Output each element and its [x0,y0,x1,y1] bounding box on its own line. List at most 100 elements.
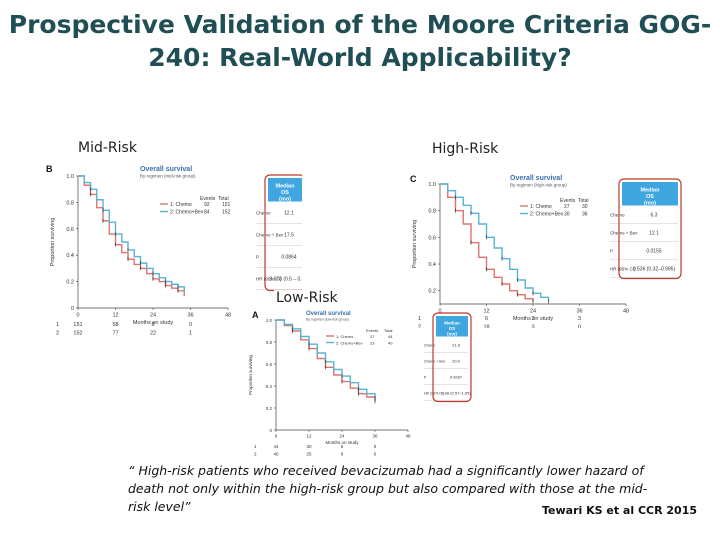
stats-row-label: P [610,249,613,254]
stats-header-text: (mo) [279,197,291,203]
y-tick-label: 0 [269,428,272,433]
x-tick-label: 36 [576,309,582,315]
at-risk-value: 151 [73,322,82,328]
x-axis-label: Months on study [513,316,554,322]
series-line-1 [440,183,534,302]
stats-row-value: 12.1 [284,211,294,217]
legend-events-1: 27 [564,204,570,210]
legend-label-1: 1: Chemo [170,202,192,208]
legend-total-2: 40 [388,341,393,346]
y-tick-label: 1.0 [66,174,74,180]
stats-header-bg [622,182,678,206]
at-risk-value: 58 [112,322,118,328]
at-risk-value: 3 [531,325,534,329]
quote-text: “ High-risk patients who received bevaci… [128,463,648,514]
stats-header-text: Median [641,188,661,194]
stats-row-value: 6.3 [651,213,658,219]
at-risk-value: 44 [273,444,279,449]
x-tick-label: 0 [275,434,278,439]
at-risk-value: 0 [189,322,192,328]
high-risk-label: High-Risk [432,141,499,157]
stats-row-value: 21.8 [452,343,461,348]
stats-row-label: HR (95% CI) [256,277,282,282]
legend-events-1: 27 [370,334,375,339]
legend-total-2: 36 [582,212,588,218]
legend-header-total: Total [578,198,589,204]
legend-events-2: 84 [204,210,210,216]
chart-subtitle: By regimen (low-risk group) [306,318,349,322]
median-os-highlight [432,312,472,403]
at-risk-value: 77 [112,331,118,337]
series-line-2 [440,183,550,302]
y-tick-label: 0 [71,306,74,312]
legend-header-events: Events [200,196,216,202]
legend-label-2: 2: Chemo+Bev [170,210,204,216]
series-line-2 [276,319,376,399]
series-line-1 [78,175,185,297]
at-risk-row-label: 1 [56,322,59,328]
y-tick-label: 0.2 [428,289,436,295]
stats-row-label: Chemo [610,213,625,218]
stats-row-value: 0.0864 [281,255,297,261]
stats-header-text: OS [646,194,654,200]
at-risk-value: 1 [189,331,192,337]
chart-title: Overall survival [140,166,192,173]
stats-row-label: Chemo + Bev [424,360,446,364]
x-axis-label: Months on study [325,440,359,445]
x-tick-label: 0 [76,313,79,319]
legend-total-2: 152 [222,210,231,216]
x-tick-label: 12 [483,309,489,315]
y-tick-label: 0.4 [66,253,74,259]
median-os-highlight [618,178,682,280]
stats-row-value: 20.9 [452,359,461,364]
stats-row-value: 0.536 (0.32–0.995) [633,267,676,273]
at-risk-value: 40 [273,452,279,457]
at-risk-value: 152 [73,331,82,337]
at-risk-row-label: 2 [56,331,59,337]
panel-letter: B [46,164,53,174]
mid-risk-label: Mid-Risk [78,140,137,156]
stats-row-label: HR (95% CI) [610,267,636,272]
series-line-2 [78,175,185,293]
panel-letter: A [252,310,259,320]
stats-row-value: 0.0155 [646,249,662,255]
x-tick-label: 36 [187,313,193,319]
x-tick-label: 36 [372,434,378,439]
stats-header-text: (mo) [644,201,656,207]
y-tick-label: 0.6 [66,227,74,233]
legend-header-total: Total [218,196,229,202]
y-tick-label: 0.6 [428,235,436,241]
x-tick-label: 24 [530,309,536,315]
at-risk-value: 6 [485,316,488,322]
x-tick-label: 24 [150,313,156,319]
stats-row-label: Chemo [256,211,271,216]
y-tick-label: 0.8 [428,209,436,215]
legend-total-1: 30 [582,204,588,210]
chart-title: Overall survival [510,175,562,182]
at-risk-row-label: 1 [418,316,421,322]
x-tick-label: 48 [623,309,629,315]
x-tick-label: 12 [306,434,312,439]
legend-total-1: 44 [388,334,393,339]
at-risk-value: 0 [374,444,377,449]
at-risk-value: 0 [374,452,377,457]
x-tick-label: 24 [339,434,345,439]
stats-row-label: Chemo + Bev [610,231,638,236]
stats-row-label: Chemo + Bev [256,233,284,238]
y-tick-label: 1.0 [266,318,273,323]
stats-header-text: (mo) [447,332,457,337]
low-risk-panel: A Overall survival By regimen (low-risk gr… [246,306,478,458]
legend-label-1: 1: Chemo [336,334,354,339]
legend-header-events: Events [560,198,576,204]
legend-header-events: Events [366,328,378,333]
slide-title: Prospective Validation of the Moore Crit… [0,8,720,74]
y-tick-label: 0.8 [266,340,273,345]
stats-row-label: P [256,255,259,260]
stats-header-bg [268,178,302,202]
legend-label-2: 2: Chemo+Bev [336,341,363,346]
x-tick-label: 48 [405,434,411,439]
legend-events-1: 92 [204,202,210,208]
